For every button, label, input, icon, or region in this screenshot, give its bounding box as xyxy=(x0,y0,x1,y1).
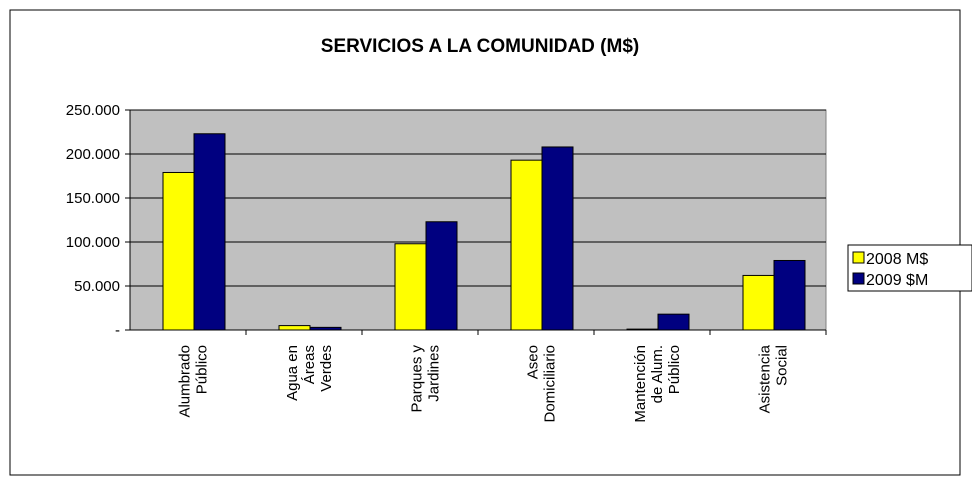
x-tick-label-line: Público xyxy=(194,345,211,394)
bar xyxy=(742,274,775,331)
bar xyxy=(162,171,195,331)
bar xyxy=(394,243,427,331)
plot-area xyxy=(129,109,827,331)
x-tick-label-line: Mantención xyxy=(632,345,649,423)
x-tick-label-line: Áreas xyxy=(301,345,318,384)
y-tick-label: 150.000 xyxy=(66,190,120,207)
legend-swatch xyxy=(852,251,865,264)
legend-label: 2009 $M xyxy=(866,272,928,289)
chart-title: SERVICIOS A LA COMUNIDAD (M$) xyxy=(321,36,639,57)
legend-box xyxy=(847,244,972,292)
x-tick-label-line: Jardines xyxy=(426,345,443,402)
bar xyxy=(309,326,342,331)
x-tick-label: AsistenciaSocial xyxy=(757,344,791,413)
x-tick-label-line: Parques y xyxy=(409,345,426,413)
bar xyxy=(773,259,806,331)
x-tick-label-line: Agua en xyxy=(284,345,301,401)
x-tick-label: AlumbradoPúblico xyxy=(177,345,211,418)
y-tick-label: - xyxy=(115,322,120,339)
x-tick-label: AseoDomiciliario xyxy=(525,345,559,423)
y-tick-label: 200.000 xyxy=(66,146,120,163)
x-tick-label-line: Social xyxy=(774,345,791,386)
x-tick-label-line: Aseo xyxy=(525,345,542,379)
y-tick-label: 250.000 xyxy=(66,102,120,119)
x-tick-label-line: Público xyxy=(666,345,683,394)
y-tick-label: 50.000 xyxy=(74,278,120,295)
bar xyxy=(626,328,659,331)
x-tick-label-line: Domiciliario xyxy=(542,345,559,423)
y-tick-label: 100.000 xyxy=(66,234,120,251)
bar xyxy=(425,221,458,331)
legend-label: 2008 M$ xyxy=(866,251,928,268)
x-tick-label-line: de Alum. xyxy=(649,345,666,403)
bar xyxy=(278,325,311,331)
bar xyxy=(657,313,690,331)
bar xyxy=(510,159,543,331)
bar xyxy=(541,146,574,331)
legend-swatch xyxy=(852,272,865,285)
x-tick-label: Parques yJardines xyxy=(409,345,443,413)
bar xyxy=(193,133,226,331)
x-tick-label-line: Verdes xyxy=(318,345,335,392)
x-tick-label: Agua enÁreasVerdes xyxy=(284,345,335,401)
x-tick-label-line: Asistencia xyxy=(757,344,774,413)
x-tick-label: Mantenciónde Alum.Público xyxy=(632,345,683,423)
x-tick-label-line: Alumbrado xyxy=(177,345,194,418)
